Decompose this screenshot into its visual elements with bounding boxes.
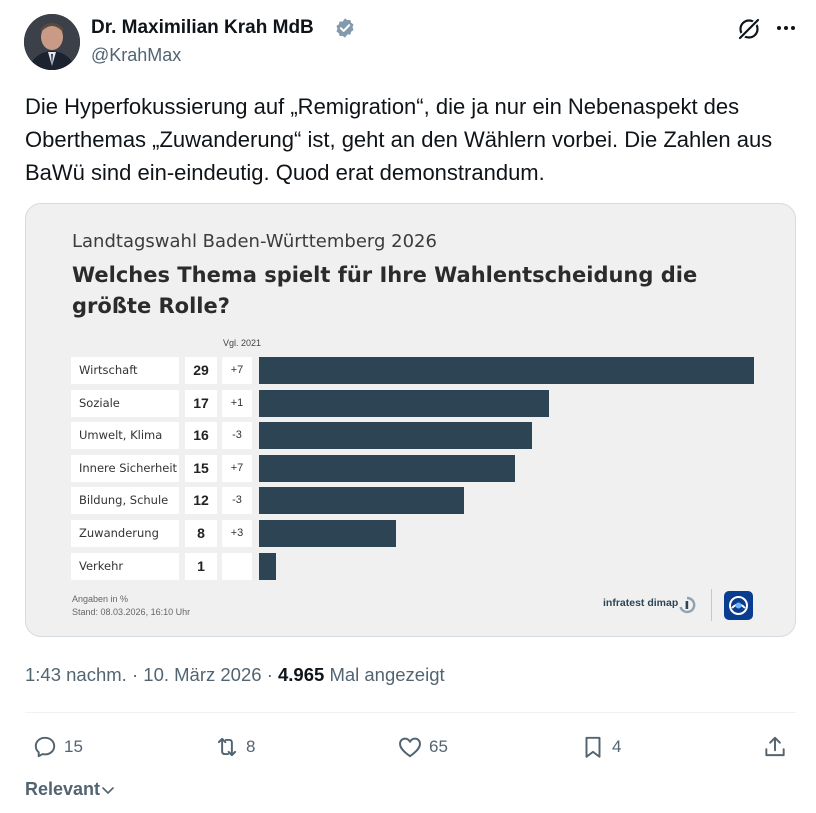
tweet-media[interactable]: Landtagswahl Baden-Württemberg 2026 Welc…: [25, 203, 796, 637]
tweet-time[interactable]: 1:43 nachm.: [25, 664, 127, 685]
heart-icon: [399, 737, 421, 758]
repost-icon: [217, 737, 237, 757]
footnote-unit: Angaben in %: [72, 594, 129, 604]
tagesschau-logo-icon: [724, 591, 753, 620]
chart-row: Soziale Sicherheit17+1: [71, 389, 761, 437]
chart-row: Innere Sicherheit 15 +7: [71, 454, 761, 482]
reply-count: 15: [64, 737, 83, 756]
value-label: 17: [185, 389, 217, 417]
tweet-text: Die Hyperfokussierung auf „Remigration“,…: [25, 94, 773, 185]
reply-button[interactable]: 15: [32, 733, 83, 761]
like-count: 65: [429, 737, 448, 756]
category-label: Soziale Sicherheit: [71, 389, 179, 437]
bookmark-count: 4: [612, 737, 622, 756]
bar: [259, 357, 754, 384]
change-label: [222, 552, 252, 580]
value-label: 12: [185, 487, 217, 515]
divider: [25, 712, 796, 713]
grok-icon[interactable]: [736, 16, 762, 42]
like-button[interactable]: 65: [397, 733, 448, 761]
tweet-meta: 1:43 nachm. · 10. März 2026 · 4.965 Mal …: [25, 664, 445, 686]
verified-badge-icon: [334, 17, 356, 39]
chart-row: Verkehr 1: [71, 552, 761, 580]
meta-separator: ·: [266, 664, 278, 685]
logo-divider: [711, 589, 712, 621]
change-label: +3: [222, 520, 252, 547]
change-label: +1: [222, 389, 252, 417]
author-name[interactable]: Dr. Maximilian Krah MdB: [91, 17, 314, 38]
bar: [259, 422, 532, 450]
chevron-down-icon: [102, 786, 114, 794]
category-label: Verkehr: [71, 552, 179, 580]
chart-subtitle: Landtagswahl Baden-Württemberg 2026: [72, 231, 437, 252]
bookmark-icon: [585, 736, 601, 758]
avatar[interactable]: [24, 14, 80, 70]
change-label: +7: [222, 454, 252, 482]
category-label: Wirtschaft: [71, 357, 179, 384]
repost-count: 8: [246, 737, 256, 756]
bar: [259, 520, 396, 547]
change-label: -3: [222, 487, 252, 515]
bar: [259, 454, 515, 482]
view-count: 4.965: [278, 664, 325, 685]
infratest-logo-icon: [678, 596, 696, 614]
category-label: Bildung, Schule: [71, 487, 179, 515]
bar: [259, 487, 464, 515]
sort-replies-dropdown[interactable]: Relevant: [25, 779, 116, 800]
meta-separator: ·: [131, 664, 144, 685]
compare-header: Vgl. 2021: [223, 338, 262, 348]
chart-title: Welches Thema spielt für Ihre Wahlentsch…: [72, 263, 698, 318]
share-button[interactable]: [762, 733, 794, 761]
bar: [259, 552, 276, 580]
chart-row: Zuwanderung 8 +3: [71, 520, 761, 547]
views-label: Mal angezeigt: [329, 664, 445, 685]
change-label: -3: [222, 422, 252, 450]
value-label: 16: [185, 422, 217, 450]
value-label: 15: [185, 454, 217, 482]
tweet-date[interactable]: 10. März 2026: [143, 664, 262, 685]
change-label: +7: [222, 357, 252, 384]
sort-label: Relevant: [25, 779, 101, 799]
source-label: infratest dimap: [603, 597, 679, 609]
author-handle[interactable]: @KrahMax: [91, 45, 182, 65]
chart-row: Umwelt, Klima 16 -3: [71, 422, 761, 450]
value-label: 29: [185, 357, 217, 384]
value-label: 1: [185, 552, 217, 580]
category-label: Innere Sicherheit: [71, 454, 179, 482]
chart-row: Bildung, Schule 12 -3: [71, 487, 761, 515]
footnote-stand: Stand: 08.03.2026, 16:10 Uhr: [72, 607, 191, 617]
repost-button[interactable]: 8: [214, 733, 255, 761]
reply-icon: [34, 736, 56, 758]
category-label: Zuwanderung: [71, 520, 179, 547]
chart-row: Wirtschaft 29 +7: [71, 357, 761, 384]
bar: [259, 389, 549, 417]
share-icon: [765, 736, 785, 757]
category-label: Umwelt, Klima: [71, 422, 179, 450]
value-label: 8: [185, 520, 217, 547]
bookmark-button[interactable]: 4: [580, 733, 621, 761]
more-icon[interactable]: [774, 16, 798, 40]
